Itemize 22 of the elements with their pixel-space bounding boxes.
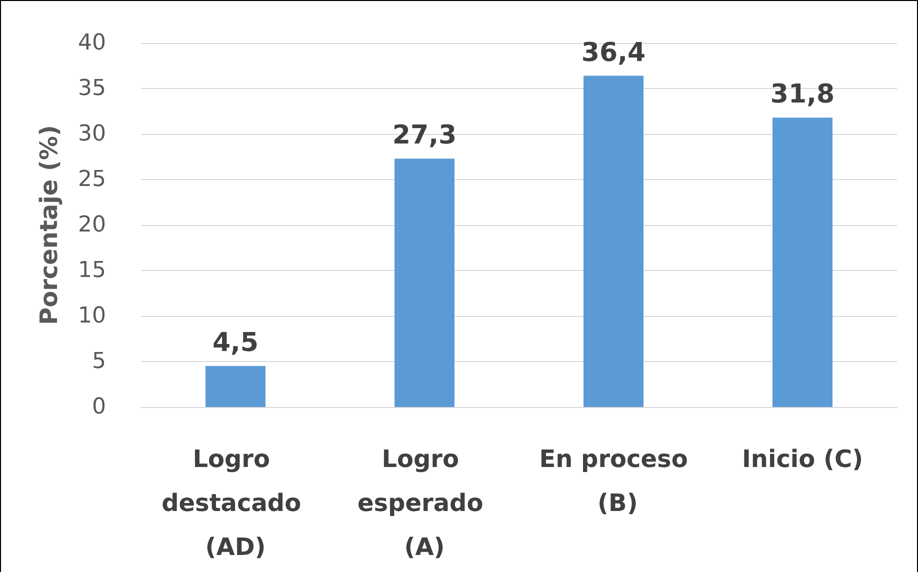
y-tick-label: 15 <box>78 258 106 283</box>
y-tick-label: 25 <box>78 167 106 192</box>
x-tick-label: Logro esperado (A) <box>357 445 492 561</box>
bar <box>206 366 266 407</box>
y-tick-label: 10 <box>78 304 106 328</box>
y-tick-label: 40 <box>78 30 106 56</box>
data-label: 36,4 <box>581 38 646 68</box>
x-tick-label: Inicio (C) <box>742 445 864 473</box>
x-tick-label: En proceso (B) <box>539 445 688 517</box>
y-tick-label: 30 <box>78 122 106 146</box>
y-tick-label: 5 <box>92 349 106 374</box>
y-tick-label: 0 <box>92 394 106 420</box>
data-label: 31,8 <box>770 80 835 110</box>
data-label: 27,3 <box>392 120 457 151</box>
y-axis-title: Porcentaje (%) <box>35 124 63 326</box>
bar <box>772 118 832 407</box>
bar <box>584 76 644 407</box>
y-tick-label: 20 <box>78 212 106 238</box>
x-tick-label: Logro destacado (AD) <box>162 445 310 561</box>
bar <box>394 158 454 407</box>
y-tick-label: 35 <box>78 76 106 101</box>
data-label: 4,5 <box>212 328 259 358</box>
